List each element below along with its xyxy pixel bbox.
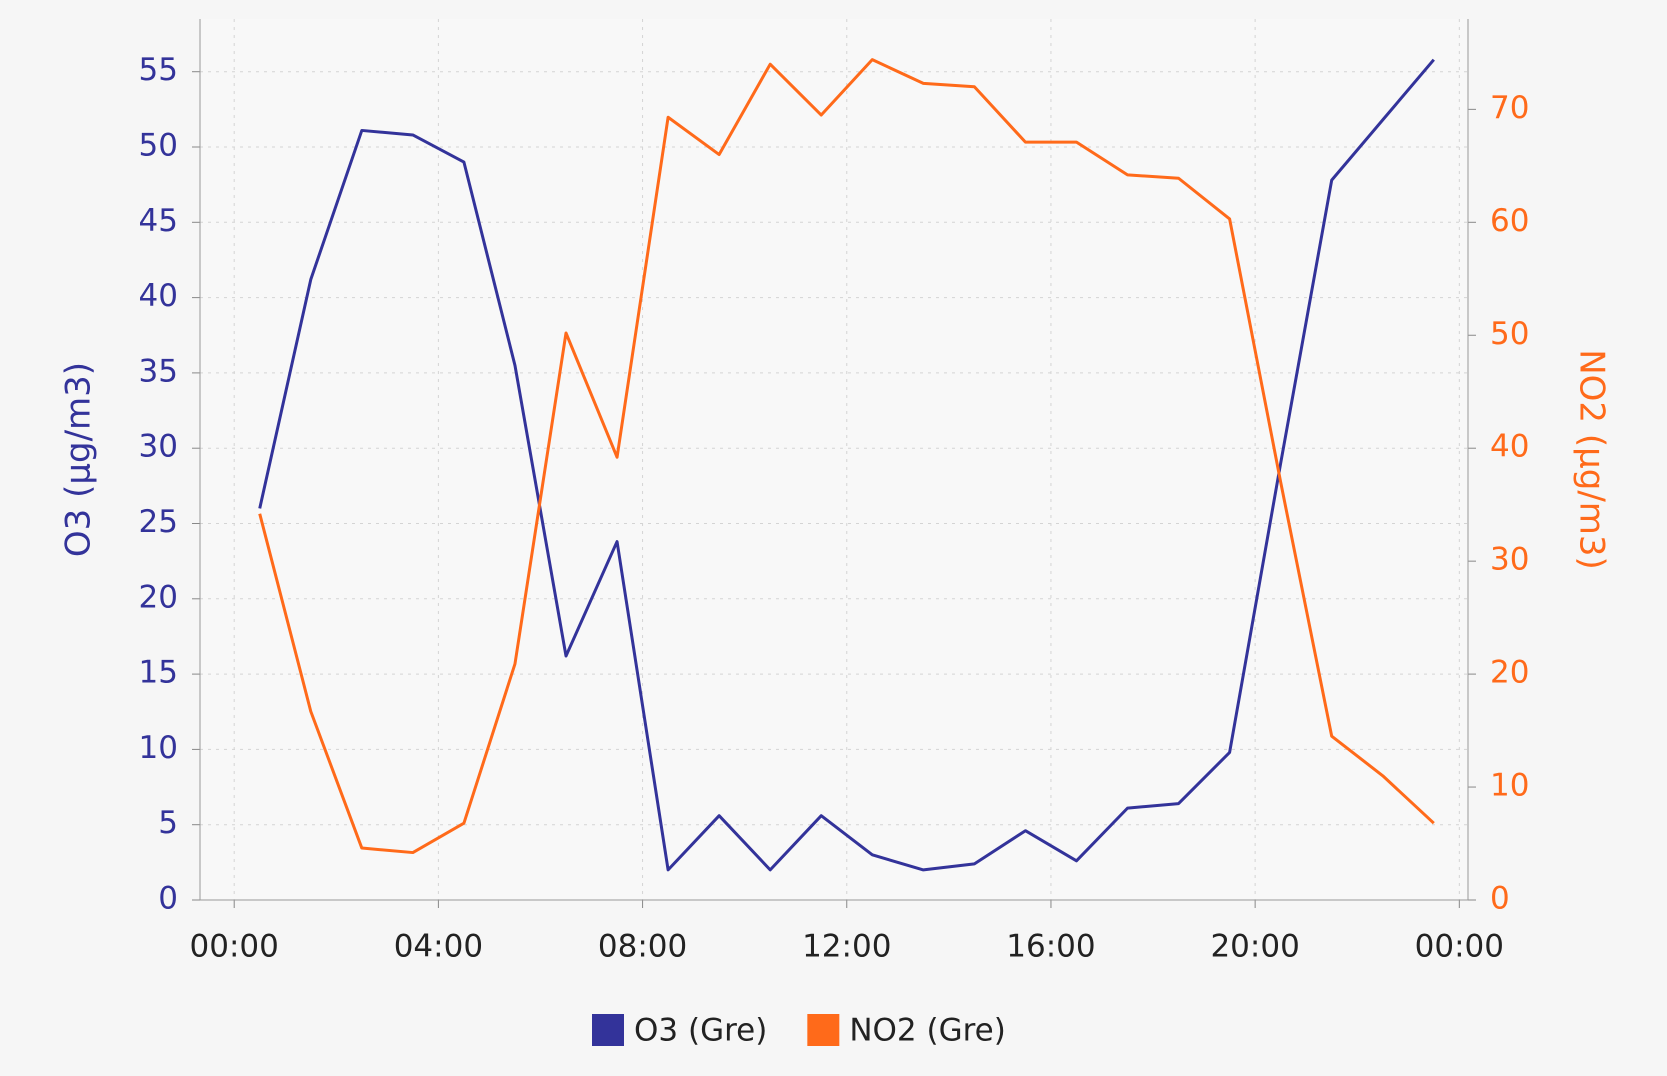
legend-swatch (807, 1014, 840, 1046)
y2-tick-label: 40 (1490, 429, 1529, 465)
y2-tick-label: 10 (1490, 768, 1529, 804)
x-tick-label: 20:00 (1210, 929, 1299, 965)
x-tick-label: 00:00 (1415, 929, 1504, 965)
y-tick-label: 45 (139, 203, 178, 239)
y-tick-label: 25 (139, 504, 178, 540)
y-tick-label: 15 (139, 655, 178, 691)
y-axis-label: O3 (µg/m3) (59, 362, 99, 557)
y2-axis-label: NO2 (µg/m3) (1572, 349, 1612, 570)
line-series (258, 58, 1435, 855)
legend-swatch (592, 1014, 624, 1046)
x-tick-label: 16:00 (1006, 929, 1095, 965)
y2-tick-label: 60 (1490, 203, 1529, 239)
y2-tick-label: 30 (1490, 542, 1529, 578)
y-tick-label: 50 (139, 128, 178, 164)
y-tick-label: 30 (139, 429, 178, 465)
legend-label: O3 (Gre) (634, 1013, 767, 1049)
y-tick-label: 40 (139, 278, 178, 314)
line-series (258, 58, 1435, 872)
y-tick-label: 0 (158, 881, 178, 917)
y-tick-label: 5 (158, 805, 178, 841)
legend-label: NO2 (Gre) (849, 1013, 1006, 1049)
plot-area (200, 19, 1468, 900)
y-tick-label: 10 (139, 730, 178, 766)
y2-tick-label: 20 (1490, 655, 1529, 691)
x-tick-label: 12:00 (802, 929, 891, 965)
y-tick-label: 20 (139, 579, 178, 615)
y2-tick-label: 70 (1490, 90, 1529, 126)
y2-tick-label: 50 (1490, 316, 1529, 352)
y-tick-label: 55 (139, 52, 178, 88)
x-tick-label: 08:00 (598, 929, 687, 965)
y2-tick-label: 0 (1490, 881, 1510, 917)
x-tick-label: 00:00 (190, 929, 279, 965)
y-tick-label: 35 (139, 353, 178, 389)
x-tick-label: 04:00 (394, 929, 483, 965)
